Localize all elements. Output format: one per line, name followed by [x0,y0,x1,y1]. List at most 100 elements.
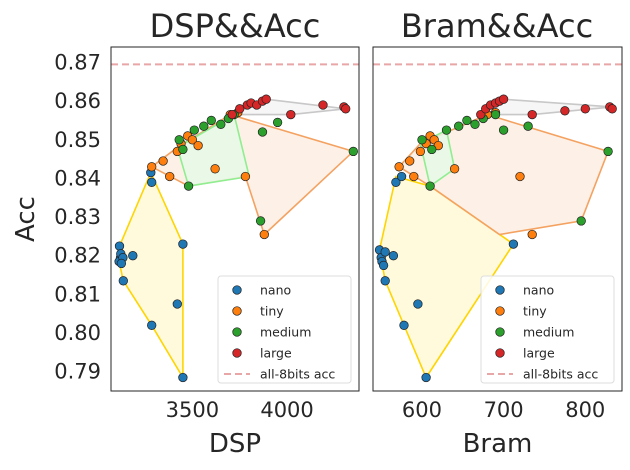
point-large [318,100,328,110]
point-nano [128,251,138,261]
y-tick-label: 0.86 [54,89,101,113]
point-medium [417,135,427,145]
point-tiny [415,146,426,157]
legend-label: medium [523,325,574,340]
legend-marker-large [495,348,505,358]
point-medium [174,135,184,145]
point-medium [470,119,480,129]
legend-marker-tiny [232,306,242,316]
point-medium [454,121,464,131]
legend-marker-tiny [495,306,505,316]
axes-frame [372,46,623,392]
point-tiny [210,164,220,174]
chart-title: DSP&&Acc [150,7,321,45]
point-medium [425,181,435,191]
point-nano [391,177,401,187]
point-nano [396,171,407,182]
point-nano [172,299,182,309]
panel-bram-acc: Bram&&Acc 600 700 800 Bram nano tiny medium larg… [372,7,623,459]
legend-label: tiny [523,304,547,319]
legend-marker-nano [232,285,242,295]
point-tiny [158,156,168,166]
point-large [607,104,617,114]
point-nano [147,177,157,187]
legend-label: nano [260,283,291,298]
y-tick-label: 0.84 [54,166,101,190]
legend-box [217,275,352,384]
legend-label: nano [523,283,554,298]
point-large [286,109,296,120]
point-tiny [240,171,251,182]
legend-label: all-8bits acc [260,367,335,382]
point-tiny [165,171,175,182]
x-tick-label: 4000 [260,398,313,422]
x-axis-label: Bram [463,429,533,459]
legend-label: medium [260,325,311,340]
x-axis-label: DSP [209,429,261,459]
point-tiny [405,156,415,166]
point-medium [603,146,613,157]
point-nano [178,372,188,383]
point-nano [378,260,389,271]
point-nano [118,276,128,286]
axes-frame [110,46,360,392]
point-large [235,104,245,114]
hull-nano [118,170,184,381]
point-medium [206,115,216,126]
plot-area [373,63,622,383]
legend-label: tiny [260,304,284,319]
legend: nano tiny medium large all-8bits acc [217,275,352,384]
y-tick-label: 0.80 [54,321,101,345]
y-tick-label: 0.87 [54,50,101,74]
legend-marker-medium [495,327,505,337]
legend-marker-nano [495,285,505,295]
y-axis-label: Acc [11,196,41,242]
point-medium [498,125,509,135]
y-tick-label: 0.79 [54,360,101,384]
legend: nano tiny medium large all-8bits acc [480,275,615,384]
x-tick-label: 3500 [166,398,219,422]
chart-title: Bram&&Acc [401,7,593,45]
point-medium [490,109,501,120]
point-nano [114,241,125,251]
point-large [527,109,537,120]
point-medium [523,121,533,131]
point-large [261,94,271,104]
point-tiny [187,135,198,145]
point-large [498,94,509,104]
point-medium [441,125,452,135]
point-medium [576,216,586,226]
point-nano [380,247,390,257]
point-nano [413,299,423,309]
point-large [560,106,570,116]
point-nano [380,276,390,286]
point-nano [399,320,409,330]
y-tick-label: 0.82 [54,244,101,268]
point-medium [257,127,268,137]
point-tiny [527,229,537,240]
point-medium [183,181,194,191]
hull-tiny [150,113,355,236]
point-medium [178,144,188,155]
point-tiny [259,229,269,240]
point-tiny [449,164,460,174]
point-medium [255,216,266,226]
legend-label: all-8bits acc [523,367,598,382]
point-medium [462,115,472,126]
x-tick-label: 800 [565,398,605,422]
point-medium [189,125,199,135]
point-nano [147,320,157,330]
y-tick-label: 0.81 [54,282,101,306]
legend-label: large [523,346,555,361]
point-medium [216,119,226,129]
point-tiny [409,171,419,182]
point-nano [388,251,399,261]
panel-dsp-acc: DSP&&Acc 3500 4000 0.79 0.80 0.81 0.82 0.83 0.84… [11,7,360,459]
x-tick-label: 700 [484,398,524,422]
point-medium [199,121,209,131]
point-tiny [147,162,157,172]
point-large [341,104,351,114]
y-tick-label: 0.85 [54,128,101,152]
point-medium [427,144,437,155]
